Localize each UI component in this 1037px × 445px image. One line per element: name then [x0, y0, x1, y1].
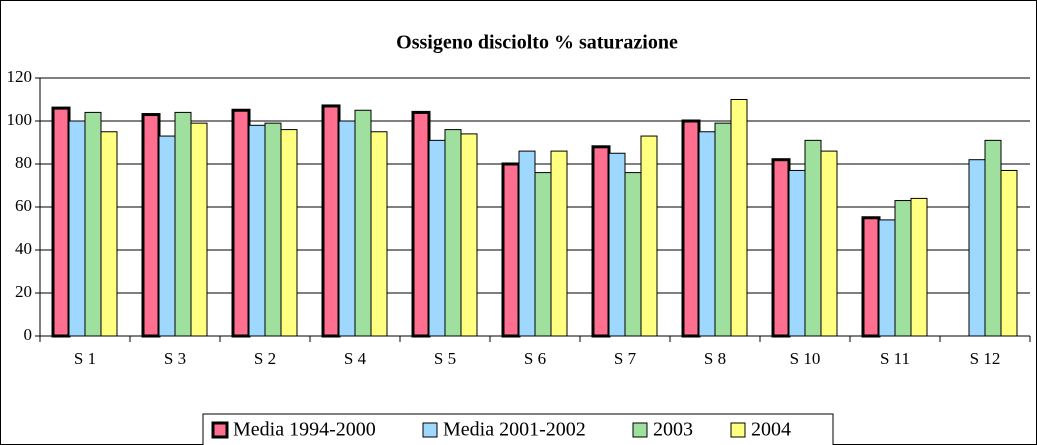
- legend-label: 2003: [653, 419, 693, 441]
- y-tick-label: 60: [15, 196, 32, 215]
- bar: [460, 133, 478, 337]
- bar: [804, 139, 822, 337]
- bar: [550, 150, 568, 337]
- bar: [338, 120, 356, 337]
- bar: [608, 152, 626, 337]
- legend-label: Media 2001-2002: [443, 419, 586, 441]
- legend-swatch: [730, 422, 746, 438]
- y-tick-label: 40: [15, 239, 32, 258]
- x-tick-label: S 12: [970, 349, 1001, 368]
- chart-title: Ossigeno disciolto % saturazione: [396, 32, 678, 54]
- x-tick-label: S 10: [790, 349, 821, 368]
- bar: [100, 131, 118, 337]
- bar: [681, 119, 701, 338]
- bar: [264, 122, 282, 337]
- bar: [141, 113, 161, 338]
- bar: [518, 150, 536, 337]
- bar: [771, 158, 791, 338]
- bar: [84, 111, 102, 337]
- bar: [51, 106, 71, 338]
- bar: [624, 172, 642, 337]
- y-tick-label: 0: [24, 325, 33, 344]
- bar: [591, 145, 611, 338]
- bar: [354, 109, 372, 337]
- legend-box: [202, 413, 834, 445]
- y-tick-label: 80: [15, 153, 32, 172]
- bar: [968, 159, 986, 337]
- x-tick-label: S 8: [704, 349, 726, 368]
- bar: [820, 150, 838, 337]
- bar: [894, 200, 912, 337]
- x-tick-label: S 4: [344, 349, 367, 368]
- bar: [861, 216, 881, 338]
- bar: [190, 122, 208, 337]
- x-tick-label: S 1: [74, 349, 96, 368]
- bar: [231, 108, 251, 338]
- bar: [788, 169, 806, 337]
- x-tick-label: S 11: [880, 349, 910, 368]
- bar: [68, 120, 86, 337]
- bar: [1000, 169, 1018, 337]
- bar: [370, 131, 388, 337]
- x-tick-label: S 7: [614, 349, 637, 368]
- x-tick-label: S 3: [164, 349, 186, 368]
- x-tick-label: S 2: [254, 349, 276, 368]
- legend-swatch: [422, 422, 438, 438]
- bar: [174, 111, 192, 337]
- bar: [321, 104, 341, 338]
- bar: [534, 172, 552, 337]
- legend-swatch: [632, 422, 648, 438]
- y-tick-label: 20: [15, 282, 32, 301]
- bar: [910, 197, 928, 337]
- bar: [730, 99, 748, 337]
- bar: [984, 139, 1002, 337]
- bar: [428, 139, 446, 337]
- bar: [501, 162, 521, 338]
- bar: [878, 219, 896, 337]
- legend-label: 2004: [751, 419, 791, 441]
- bar: [248, 124, 266, 337]
- x-tick-label: S 6: [524, 349, 546, 368]
- legend-label: Media 1994-2000: [233, 419, 376, 441]
- bar: [698, 131, 716, 337]
- bar: [640, 135, 658, 337]
- y-tick-label: 120: [7, 67, 33, 86]
- y-tick-label: 100: [7, 110, 33, 129]
- bar: [714, 122, 732, 337]
- legend-swatch: [211, 421, 229, 439]
- bar: [444, 129, 462, 337]
- x-tick-label: S 5: [434, 349, 456, 368]
- bar: [411, 110, 431, 338]
- bar: [158, 135, 176, 337]
- bar: [280, 129, 298, 337]
